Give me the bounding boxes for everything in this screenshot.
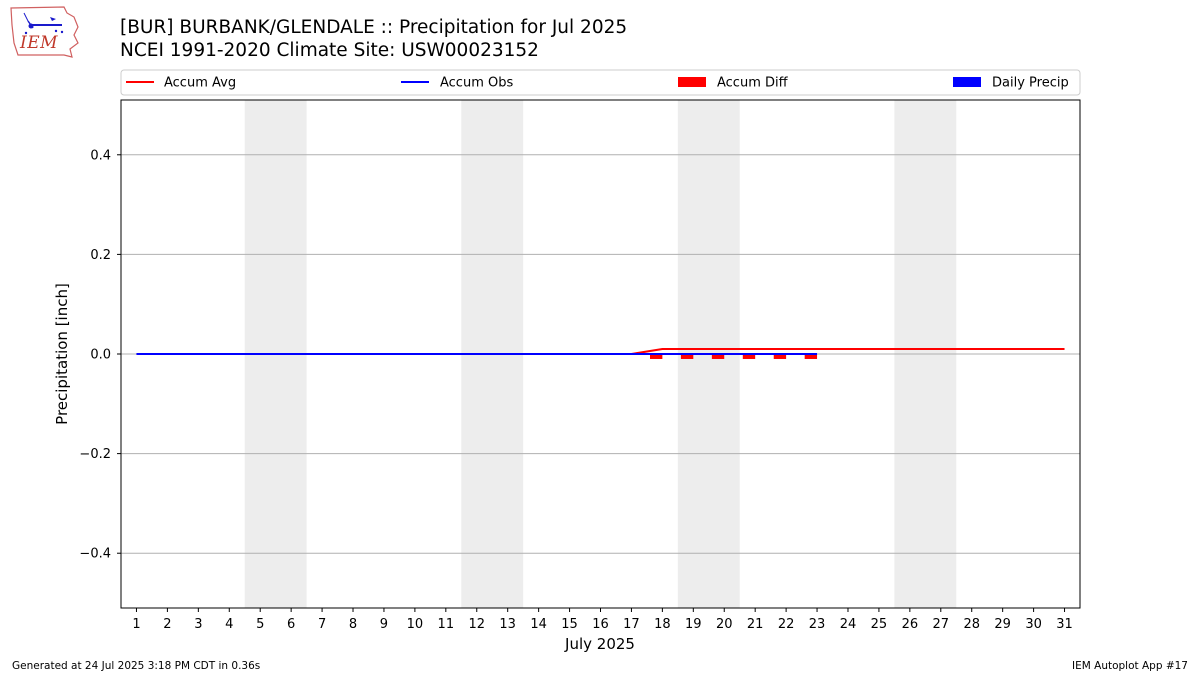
chart-title: [BUR] BURBANK/GLENDALE :: Precipitation …	[120, 17, 628, 38]
generated-timestamp: Generated at 24 Jul 2025 3:18 PM CDT in …	[12, 660, 261, 672]
x-tick-label-24: 24	[840, 617, 857, 632]
x-tick-label-20: 20	[716, 617, 733, 632]
legend-frame	[120, 69, 1081, 96]
y-tick-label-4: 0.4	[90, 148, 111, 163]
x-tick-label-21: 21	[747, 617, 764, 632]
chart-subtitle: NCEI 1991-2020 Climate Site: USW00023152	[120, 40, 539, 61]
legend-swatch-accum-diff	[678, 77, 706, 87]
y-tick-label-0: −0.4	[79, 547, 111, 562]
accum-diff-bar-21	[742, 354, 756, 359]
legend-label-daily-precip: Daily Precip	[992, 76, 1069, 91]
legend: Accum Avg Accum Obs Accum Diff Daily Pre…	[120, 69, 1081, 96]
x-tick-label-4: 4	[225, 617, 233, 632]
x-tick-label-28: 28	[963, 617, 980, 632]
x-tick-label-10: 10	[407, 617, 424, 632]
x-tick-label-8: 8	[349, 617, 357, 632]
x-tick-label-16: 16	[592, 617, 609, 632]
accum-diff-bar-18	[649, 354, 663, 359]
x-tick-label-6: 6	[287, 617, 295, 632]
x-tick-label-22: 22	[778, 617, 795, 632]
x-tick-label-11: 11	[438, 617, 455, 632]
x-tick-label-13: 13	[499, 617, 516, 632]
legend-swatch-daily-precip	[953, 77, 981, 87]
y-axis-label: Precipitation [inch]	[53, 283, 71, 425]
x-tick-label-30: 30	[1025, 617, 1042, 632]
y-axis-ticks: −0.4 −0.2 0.0 0.2 0.4	[79, 148, 121, 562]
x-tick-label-2: 2	[163, 617, 171, 632]
x-tick-label-9: 9	[380, 617, 388, 632]
accum-diff-bar-19	[680, 354, 694, 359]
iem-logo	[10, 6, 79, 58]
legend-label-accum-obs: Accum Obs	[440, 76, 513, 91]
x-tick-label-31: 31	[1056, 617, 1073, 632]
app-credit: IEM Autoplot App #17	[1072, 660, 1188, 672]
x-tick-label-12: 12	[468, 617, 485, 632]
y-tick-label-1: −0.2	[79, 447, 111, 462]
x-tick-label-25: 25	[871, 617, 888, 632]
x-axis-label: July 2025	[564, 635, 635, 653]
x-tick-label-1: 1	[132, 617, 140, 632]
y-tick-label-2: 0.0	[90, 348, 111, 363]
x-tick-label-19: 19	[685, 617, 702, 632]
x-tick-label-29: 29	[994, 617, 1011, 632]
accum-diff-bar-20	[711, 354, 725, 359]
y-tick-label-3: 0.2	[90, 248, 111, 263]
x-tick-label-14: 14	[530, 617, 547, 632]
x-tick-label-18: 18	[654, 617, 671, 632]
accum-diff-bar-22	[773, 354, 787, 359]
accum-diff-bar-23	[804, 354, 818, 359]
legend-label-accum-diff: Accum Diff	[717, 76, 789, 91]
x-tick-label-3: 3	[194, 617, 202, 632]
x-tick-label-27: 27	[933, 617, 950, 632]
x-axis-ticks: 1 2 3 4 5 6 7 8 9 10 11 12 13 14 15 16 17 18 19 20 21 22 23 24 2…	[132, 608, 1073, 632]
grid-lines	[121, 154, 1080, 554]
series	[136, 348, 1065, 359]
x-tick-label-7: 7	[318, 617, 326, 632]
x-tick-label-5: 5	[256, 617, 264, 632]
x-tick-label-15: 15	[561, 617, 578, 632]
x-tick-label-17: 17	[623, 617, 640, 632]
x-tick-label-23: 23	[809, 617, 826, 632]
x-tick-label-26: 26	[902, 617, 919, 632]
legend-label-accum-avg: Accum Avg	[164, 76, 236, 91]
logo-text: IEM	[20, 33, 59, 53]
